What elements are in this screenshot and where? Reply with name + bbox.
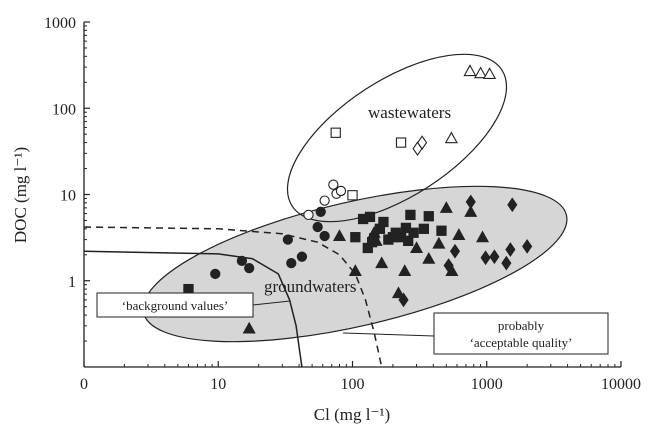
y-tick-label: 1000 (44, 15, 76, 32)
data-point-square-filled (183, 283, 194, 295)
data-point-triangle-filled (439, 201, 453, 213)
data-point-square-filled (408, 227, 419, 238)
y-tick-label: 1 (68, 274, 76, 291)
x-tick-label: 10000 (601, 376, 641, 393)
data-point-diamond-open (417, 135, 428, 150)
groundwaters-label: groundwaters (264, 277, 357, 296)
data-point-triangle-filled (475, 230, 490, 243)
data-point-circle-open (328, 179, 339, 190)
data-point-diamond-filled (398, 292, 409, 308)
acceptable-quality-callout: probably ‘acceptable quality’ (342, 312, 609, 355)
y-axis-title: DOC (mg l⁻¹) (11, 147, 30, 243)
x-tick-label: 1000 (471, 376, 503, 393)
data-point-circle-filled (244, 262, 255, 274)
y-tick-label: 10 (60, 188, 76, 205)
data-point-circle-filled (236, 255, 248, 267)
data-point-circle-filled (282, 234, 294, 245)
data-point-square-filled (364, 211, 376, 223)
data-point-triangle-open (483, 67, 497, 79)
data-point-diamond-filled (443, 258, 454, 273)
data-point-diamond-filled (480, 250, 491, 266)
data-point-square-filled (418, 223, 430, 234)
data-point-triangle-filled (242, 321, 256, 334)
background-values-callout: ‘background values’ (96, 292, 291, 318)
axes: 0 10 100 1000 10000 1 10 100 1000 (44, 15, 641, 393)
data-point-triangle-filled (332, 229, 347, 242)
data-point-triangle-open (463, 64, 477, 77)
data-point-triangle-filled (348, 264, 362, 276)
data-point-circle-filled (319, 230, 330, 242)
data-markers (183, 64, 533, 334)
data-point-diamond-filled (507, 197, 518, 213)
data-point-triangle-open (444, 131, 458, 144)
data-point-circle-open (335, 185, 347, 197)
x-tick-label: 0 (80, 376, 88, 393)
data-point-triangle-filled (398, 264, 412, 276)
data-point-circle-open (303, 209, 314, 221)
data-point-circle-open (319, 195, 330, 206)
data-point-square-open (330, 127, 341, 138)
data-point-triangle-filled (422, 252, 436, 264)
data-point-triangle-filled (410, 241, 424, 253)
data-point-diamond-filled (449, 243, 461, 259)
background-values-text: ‘background values’ (122, 298, 229, 313)
x-axis-title: Cl (mg l⁻¹) (314, 405, 390, 424)
data-point-triangle-filled (375, 256, 389, 269)
data-point-diamond-filled (505, 242, 516, 257)
data-point-diamond-filled (489, 249, 500, 265)
data-point-square-open (347, 190, 358, 201)
data-point-circle-filled (296, 251, 308, 262)
data-point-triangle-filled (452, 228, 466, 240)
data-point-square-filled (405, 209, 416, 221)
data-point-triangle-filled (464, 205, 478, 217)
y-tick-label: 100 (52, 101, 76, 118)
x-tick-label: 100 (341, 376, 365, 393)
data-point-circle-filled (286, 257, 297, 269)
acceptable-quality-line1: probably (498, 318, 545, 333)
data-point-circle-filled (210, 268, 221, 280)
wastewaters-region (286, 53, 508, 223)
data-point-diamond-filled (501, 255, 512, 271)
data-point-diamond-filled (465, 194, 476, 210)
background-boundary-solid (84, 250, 303, 367)
data-point-square-open (395, 137, 407, 148)
data-point-circle-filled (315, 206, 326, 217)
data-point-triangle-filled (432, 236, 446, 249)
acceptable-quality-line2: ‘acceptable quality’ (470, 335, 573, 350)
data-point-triangle-filled (369, 234, 383, 246)
data-point-square-filled (378, 216, 389, 228)
data-point-square-filled (350, 232, 361, 243)
data-point-triangle-filled (367, 226, 381, 238)
wastewaters-label: wastewaters (368, 103, 451, 122)
data-point-triangle-filled (391, 286, 406, 299)
data-point-square-filled (436, 225, 447, 236)
data-point-triangle-open (474, 66, 488, 79)
x-tick-label: 10 (210, 376, 226, 393)
data-point-square-filled (423, 211, 434, 222)
data-point-square-filled (403, 235, 414, 247)
data-point-diamond-filled (522, 239, 533, 254)
data-point-circle-filled (312, 221, 323, 233)
